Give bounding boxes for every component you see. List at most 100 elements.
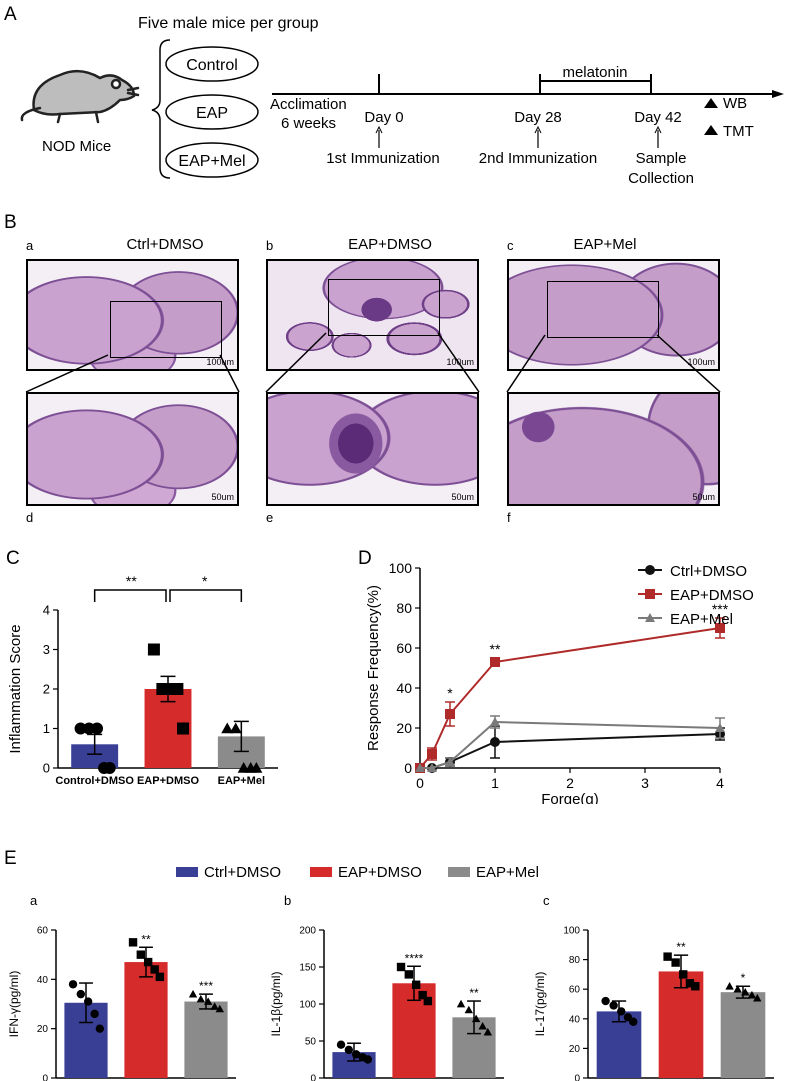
sig-label-left: ** — [126, 573, 137, 589]
y-tick-label: 50 — [305, 1037, 317, 1048]
group-eap-label: EAP — [196, 105, 228, 122]
group-control-ellipse — [165, 46, 259, 82]
y-tick-label: 80 — [569, 955, 581, 966]
data-point — [404, 970, 414, 979]
y-tick-label: 60 — [396, 640, 412, 656]
day42-event-2: Collection — [628, 170, 694, 187]
data-point — [74, 722, 87, 735]
data-point — [490, 657, 500, 667]
significance-label: **** — [405, 951, 424, 965]
sig-bracket-right — [169, 589, 243, 602]
mouse-icon — [20, 69, 140, 124]
bar — [124, 962, 168, 1078]
y-tick-label: 100 — [299, 1000, 316, 1011]
scale-bar-f: 50um — [692, 492, 715, 502]
day28-event: 2nd Immunization — [479, 150, 597, 167]
day0-label: Day 0 — [364, 109, 403, 126]
histo-e-letter: e — [266, 510, 274, 525]
bar — [71, 744, 119, 768]
data-point — [90, 1009, 99, 1019]
panel-a-schematic: NOD Mice Five male mice per group Contro… — [20, 15, 784, 187]
histo-image-a: 100um — [26, 259, 239, 371]
timeline-arrowhead — [772, 90, 784, 98]
data-point — [691, 982, 700, 991]
data-point — [215, 1004, 225, 1013]
series-line — [420, 720, 721, 769]
y-tick-label: 100 — [563, 926, 580, 937]
histo-image-f: 50um — [507, 392, 720, 506]
y-axis-label: Response Frequency(%) — [365, 585, 382, 751]
data-point — [415, 763, 425, 772]
data-point — [95, 1024, 105, 1033]
histo-image-b: 100um — [266, 259, 479, 371]
day28-label: Day 28 — [514, 109, 562, 126]
legend-marker — [645, 613, 655, 622]
data-point — [471, 1014, 481, 1023]
data-point — [483, 1027, 493, 1036]
y-tick-label: 20 — [37, 1024, 49, 1035]
day42-label: Day 42 — [634, 109, 682, 126]
y-tick-label: 40 — [396, 680, 412, 696]
data-point — [83, 997, 93, 1006]
significance-label: ** — [676, 940, 686, 954]
chart-c-inflammation: 0 1 2 3 4 Inflammation Score Control+DMSO EAP+D… — [7, 573, 278, 787]
y-axis-label: IL-1β(pg/ml) — [269, 972, 283, 1037]
panel-e-legend: Ctrl+DMSO EAP+DMSO EAP+Mel — [176, 864, 539, 881]
y-tick-label: 80 — [396, 600, 412, 616]
y-tick-label: 100 — [389, 560, 413, 576]
scale-bar-d: 50um — [211, 492, 234, 502]
chart-d-response: 0 20 40 60 80 100 0 1 2 3 4 Forge(g) Response Freque… — [365, 560, 754, 804]
data-point — [363, 1055, 373, 1064]
scale-bar-a: 100um — [206, 357, 234, 367]
data-point — [464, 1005, 474, 1014]
chart-eb-letter: b — [284, 893, 292, 908]
y-axis-label: IFN-γ(pg/ml) — [7, 971, 21, 1038]
data-point — [617, 1007, 626, 1016]
data-point — [396, 962, 406, 972]
data-point — [427, 763, 437, 772]
group-eap-ellipse — [165, 94, 259, 130]
y-tick-label: 40 — [37, 975, 49, 986]
legend-label: EAP+Mel — [476, 864, 539, 881]
zoom-box-b — [328, 279, 440, 336]
x-axis-label: Forge(g) — [541, 791, 599, 804]
mouse-label: NOD Mice — [42, 138, 111, 155]
significance-label: * — [741, 971, 746, 985]
data-point — [490, 717, 500, 726]
y-tick-label: 200 — [299, 926, 316, 937]
series-line — [419, 627, 721, 769]
day42-event-1: Sample — [636, 150, 687, 167]
bar — [720, 992, 766, 1078]
data-point — [210, 1002, 219, 1010]
data-point — [725, 982, 734, 990]
data-point — [150, 965, 159, 974]
scale-bar-e: 50um — [451, 492, 474, 502]
y-tick-label: 0 — [43, 761, 50, 776]
y-tick-label: 3 — [43, 642, 50, 657]
legend-swatch — [176, 867, 198, 877]
sig-label-right: * — [202, 573, 208, 589]
data-point — [629, 1017, 638, 1026]
zoom-connectors — [25, 332, 721, 393]
legend-label: Ctrl+DMSO — [204, 864, 281, 881]
data-point — [456, 999, 466, 1008]
data-point — [177, 722, 190, 735]
y-tick-label: 60 — [569, 985, 581, 996]
data-point — [76, 989, 86, 999]
data-point — [136, 950, 146, 959]
data-point — [155, 972, 165, 982]
legend-label: EAP+Mel — [670, 611, 733, 628]
x-category-label: Control+DMSO — [55, 775, 134, 787]
sig-bracket-left — [93, 589, 167, 602]
x-tick-label: 4 — [716, 775, 724, 791]
data-point — [715, 623, 725, 633]
legend-label: EAP+DMSO — [670, 587, 754, 604]
y-tick-label: 150 — [299, 963, 316, 974]
x-tick-label: 2 — [566, 775, 574, 791]
legend-marker — [645, 565, 655, 575]
data-point — [685, 979, 695, 988]
data-point — [747, 990, 757, 999]
histo-f-letter: f — [507, 510, 511, 525]
